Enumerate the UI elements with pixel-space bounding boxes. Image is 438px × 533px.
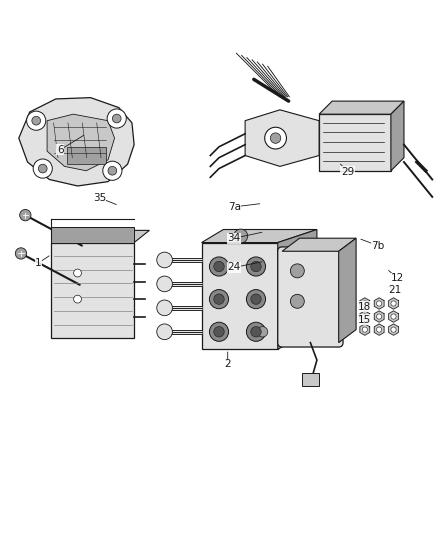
Circle shape xyxy=(265,127,286,149)
Circle shape xyxy=(251,294,261,304)
Circle shape xyxy=(107,109,126,128)
Text: 24: 24 xyxy=(228,262,241,272)
Circle shape xyxy=(113,114,121,123)
Polygon shape xyxy=(389,298,399,309)
Circle shape xyxy=(362,327,367,332)
Bar xyxy=(201,243,278,349)
Circle shape xyxy=(290,264,304,278)
Circle shape xyxy=(103,161,122,180)
Circle shape xyxy=(362,314,367,319)
Circle shape xyxy=(251,261,261,272)
Circle shape xyxy=(377,327,382,332)
Polygon shape xyxy=(278,230,317,349)
FancyBboxPatch shape xyxy=(278,247,343,347)
Circle shape xyxy=(214,261,224,272)
Text: 7a: 7a xyxy=(228,202,241,212)
Polygon shape xyxy=(319,101,404,114)
Circle shape xyxy=(234,229,248,243)
Circle shape xyxy=(209,289,229,309)
Circle shape xyxy=(32,116,41,125)
Circle shape xyxy=(39,164,47,173)
Polygon shape xyxy=(51,228,134,243)
Circle shape xyxy=(20,209,31,221)
Circle shape xyxy=(157,276,173,292)
Text: 29: 29 xyxy=(341,167,354,176)
Circle shape xyxy=(15,248,27,259)
Text: 21: 21 xyxy=(389,286,402,295)
Text: 12: 12 xyxy=(391,273,404,283)
Circle shape xyxy=(209,257,229,276)
Circle shape xyxy=(214,327,224,337)
Circle shape xyxy=(27,111,46,130)
Circle shape xyxy=(74,295,81,303)
Circle shape xyxy=(157,324,173,340)
Polygon shape xyxy=(389,311,399,322)
Circle shape xyxy=(247,322,265,341)
Polygon shape xyxy=(282,238,356,251)
Polygon shape xyxy=(201,230,317,243)
Text: 1: 1 xyxy=(35,258,42,268)
Circle shape xyxy=(157,300,173,316)
Polygon shape xyxy=(47,114,115,171)
Polygon shape xyxy=(374,311,384,322)
Polygon shape xyxy=(339,238,356,343)
Text: 7b: 7b xyxy=(371,240,385,251)
Circle shape xyxy=(257,327,268,337)
Polygon shape xyxy=(245,110,319,166)
Text: 15: 15 xyxy=(358,314,371,325)
Circle shape xyxy=(33,159,52,178)
Polygon shape xyxy=(302,373,319,386)
Circle shape xyxy=(377,301,382,306)
Circle shape xyxy=(290,294,304,308)
Polygon shape xyxy=(391,101,404,171)
Polygon shape xyxy=(360,324,370,335)
Polygon shape xyxy=(374,298,384,309)
FancyBboxPatch shape xyxy=(319,114,391,171)
Circle shape xyxy=(247,257,265,276)
Circle shape xyxy=(108,166,117,175)
Text: 35: 35 xyxy=(93,193,106,203)
Circle shape xyxy=(391,301,396,306)
Polygon shape xyxy=(51,230,149,243)
Polygon shape xyxy=(389,324,399,335)
Text: 6: 6 xyxy=(57,145,64,155)
Polygon shape xyxy=(360,298,370,309)
Text: 18: 18 xyxy=(358,302,371,312)
Circle shape xyxy=(377,314,382,319)
Circle shape xyxy=(74,269,81,277)
Polygon shape xyxy=(360,311,370,322)
Text: 2: 2 xyxy=(224,359,231,369)
Circle shape xyxy=(247,289,265,309)
Circle shape xyxy=(391,314,396,319)
Polygon shape xyxy=(374,324,384,335)
Circle shape xyxy=(214,294,224,304)
Circle shape xyxy=(209,322,229,341)
Circle shape xyxy=(157,252,173,268)
Text: 34: 34 xyxy=(228,233,241,243)
Bar xyxy=(51,243,134,338)
Circle shape xyxy=(251,327,261,337)
Circle shape xyxy=(362,301,367,306)
Bar xyxy=(67,147,106,164)
Circle shape xyxy=(270,133,281,143)
Polygon shape xyxy=(19,98,134,186)
Circle shape xyxy=(391,327,396,332)
